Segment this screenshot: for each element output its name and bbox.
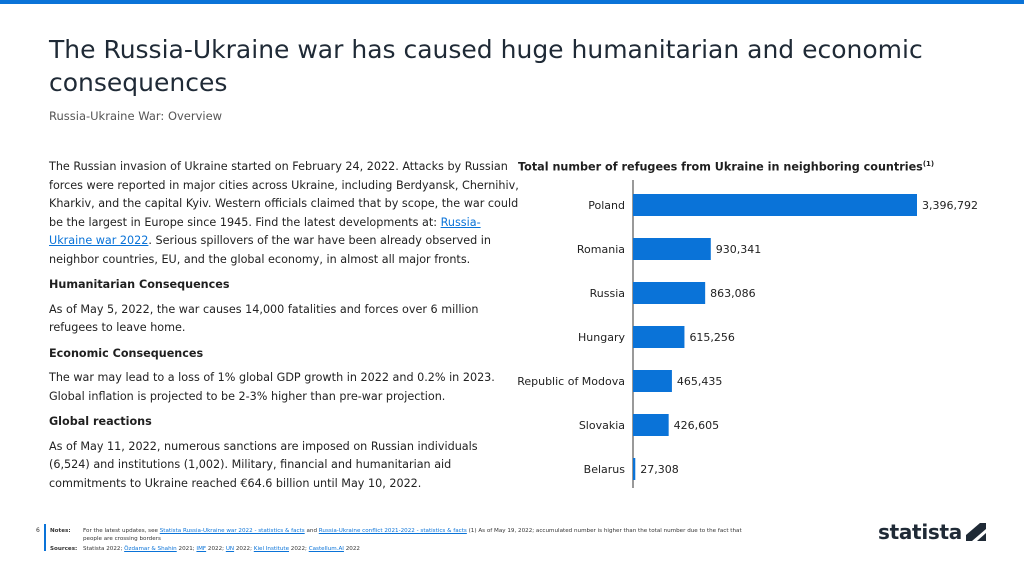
humanitarian-heading: Humanitarian Consequences <box>49 278 230 291</box>
bar-hungary <box>633 326 685 348</box>
source-link-kiel[interactable]: Kiel Institute <box>253 546 290 552</box>
value-label: 27,308 <box>640 463 679 476</box>
sources-sep-5: 2022 <box>343 546 360 552</box>
category-label: Romania <box>577 243 625 256</box>
footer-accent-bar <box>44 524 46 551</box>
sources-prefix: Statista 2022; <box>83 546 125 552</box>
bar-russia <box>633 282 706 304</box>
notes-link-statista-war[interactable]: Statista Russia-Ukraine war 2022 - stati… <box>159 528 305 534</box>
bar-slovakia <box>633 414 669 436</box>
intro-text: The Russian invasion of Ukraine started … <box>49 160 519 229</box>
global-reactions-heading: Global reactions <box>49 415 152 428</box>
notes-row: Notes: For the latest updates, see Statis… <box>50 527 770 543</box>
category-label: Hungary <box>578 331 625 344</box>
category-label: Belarus <box>584 463 626 476</box>
chart-title-text: Total number of refugees from Ukraine in… <box>518 160 923 174</box>
chart-title-note: (1) <box>922 160 935 168</box>
source-link-ozdamar[interactable]: Özdamar & Shahin <box>124 546 177 552</box>
statista-logo-icon <box>965 523 986 541</box>
notes-suffix: (1) As of May 19, 2022; accumulated numb… <box>83 528 742 542</box>
sources-row: Sources: Statista 2022; Özdamar & Shahin … <box>50 545 770 553</box>
category-label: Republic of Modova <box>517 375 625 388</box>
bar-belarus <box>633 458 636 480</box>
bar-poland <box>633 194 917 216</box>
source-link-castellum[interactable]: Castellum.AI <box>308 546 344 552</box>
sources-label: Sources: <box>50 546 78 552</box>
logo-wordmark: statista <box>878 520 962 544</box>
statista-logo[interactable]: statista <box>878 520 986 544</box>
bar-romania <box>633 238 711 260</box>
sources-sep-4: 2022; <box>289 546 309 552</box>
notes-label: Notes: <box>50 528 71 534</box>
sources-sep-3: 2022; <box>234 546 254 552</box>
value-label: 863,086 <box>710 287 756 300</box>
page-title: The Russia-Ukraine war has caused huge h… <box>49 35 923 97</box>
value-label: 426,605 <box>674 419 720 432</box>
top-accent-bar <box>0 0 1024 4</box>
page-subtitle: Russia-Ukraine War: Overview <box>49 109 223 123</box>
category-label: Poland <box>588 199 625 212</box>
category-label: Russia <box>590 287 625 300</box>
russia-ukraine-war-link[interactable]: Russia-Ukraine war 2022 <box>49 215 481 248</box>
sources-sep-1: 2021; <box>176 546 197 552</box>
source-link-imf[interactable]: IMF <box>196 546 207 552</box>
value-label: 615,256 <box>689 331 735 344</box>
chart-title: Total number of refugees from Ukraine in… <box>518 160 934 174</box>
global-reactions-text: As of May 11, 2022, numerous sanctions a… <box>49 439 478 490</box>
economic-text: The war may lead to a loss of 1% global … <box>49 371 495 403</box>
refugees-bar-chart: Poland 3,396,792 Romania 930,341 Russia 863,0… <box>517 180 978 488</box>
humanitarian-text: As of May 5, 2022, the war causes 14,000… <box>49 302 479 335</box>
page-number: 6 <box>36 527 40 534</box>
sources-text: Statista 2022; Özdamar & Shahin 2021; IM… <box>83 545 753 553</box>
notes-text: For the latest updates, see Statista Rus… <box>83 527 753 543</box>
notes-prefix: For the latest updates, see <box>83 528 160 534</box>
notes-and: and <box>304 528 319 534</box>
intro-paragraph: The Russian invasion of Ukraine started … <box>49 158 519 269</box>
intro-text-end: . Serious spillovers of the war have bee… <box>49 234 492 266</box>
sources-sep-2: 2022; <box>206 546 226 552</box>
value-label: 3,396,792 <box>922 199 978 212</box>
value-label: 465,435 <box>677 375 723 388</box>
notes-link-conflict[interactable]: Russia-Ukraine conflict 2021-2022 - stat… <box>318 528 467 534</box>
value-label: 930,341 <box>716 243 762 256</box>
bar-republic-of-modova <box>633 370 672 392</box>
overview-text: The Russian invasion of Ukraine started … <box>49 158 519 500</box>
category-label: Slovakia <box>579 419 625 432</box>
source-link-un[interactable]: UN <box>225 546 235 552</box>
economic-heading: Economic Consequences <box>49 346 204 360</box>
